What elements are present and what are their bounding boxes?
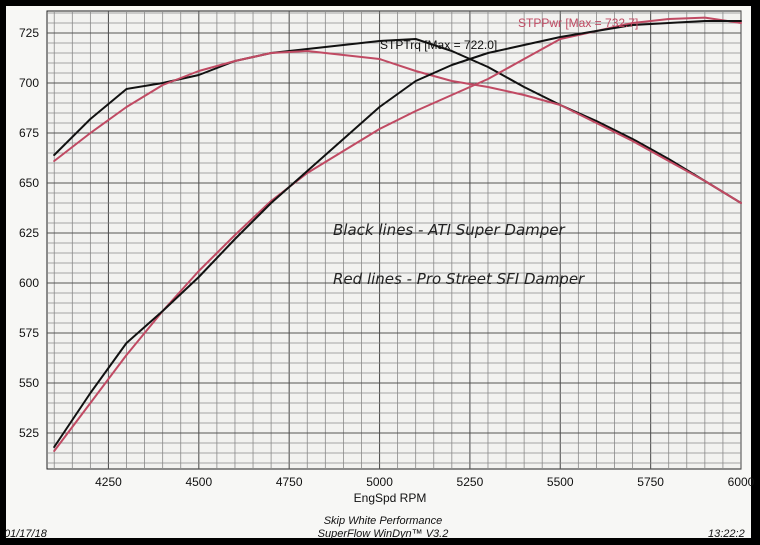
x-tick-label: 5250 [457, 475, 484, 489]
x-tick-label: 4500 [185, 475, 212, 489]
y-tick-label: 725 [19, 26, 39, 40]
y-tick-label: 675 [19, 126, 39, 140]
x-tick-label: 5750 [637, 475, 664, 489]
tick-labels: 4250 4500 4750 5000 5250 5500 5750 6000 525 550 57… [19, 26, 755, 489]
annotation-red-lines: Red lines - Pro Street SFI Damper [333, 270, 585, 288]
y-tick-label: 525 [19, 426, 39, 440]
series-label-torque: STPTrq [Max = 722.0] [380, 38, 497, 52]
y-tick-label: 625 [19, 226, 39, 240]
x-tick-label: 5000 [366, 475, 393, 489]
series-label-power: STPPwr [Max = 732.7] [518, 16, 638, 30]
x-tick-label: 4250 [95, 475, 122, 489]
x-tick-label: 5500 [547, 475, 574, 489]
footer-software: SuperFlow WinDyn™ V3.2 [318, 528, 449, 540]
x-tick-label: 4750 [276, 475, 303, 489]
plot-area [46, 10, 742, 470]
series-line-2 [53, 50, 742, 204]
x-tick-label: 6000 [728, 475, 755, 489]
x-axis-title: EngSpd RPM [354, 491, 427, 505]
footer-time: 13:22:2 [708, 528, 745, 540]
y-tick-label: 700 [19, 76, 39, 90]
annotation-black-lines: Black lines - ATI Super Damper [333, 221, 566, 239]
series-labels: STPTrq [Max = 722.0] STPPwr [Max = 732.7] [380, 16, 638, 52]
footer-company: Skip White Performance [324, 515, 443, 527]
grid-lines [47, 11, 742, 469]
y-tick-label: 600 [19, 276, 39, 290]
y-tick-label: 550 [19, 376, 39, 390]
series-line-3 [53, 20, 742, 448]
y-tick-label: 650 [19, 176, 39, 190]
y-tick-label: 575 [19, 326, 39, 340]
series-lines [53, 16, 742, 452]
footer-date: 01/17/18 [4, 528, 48, 540]
